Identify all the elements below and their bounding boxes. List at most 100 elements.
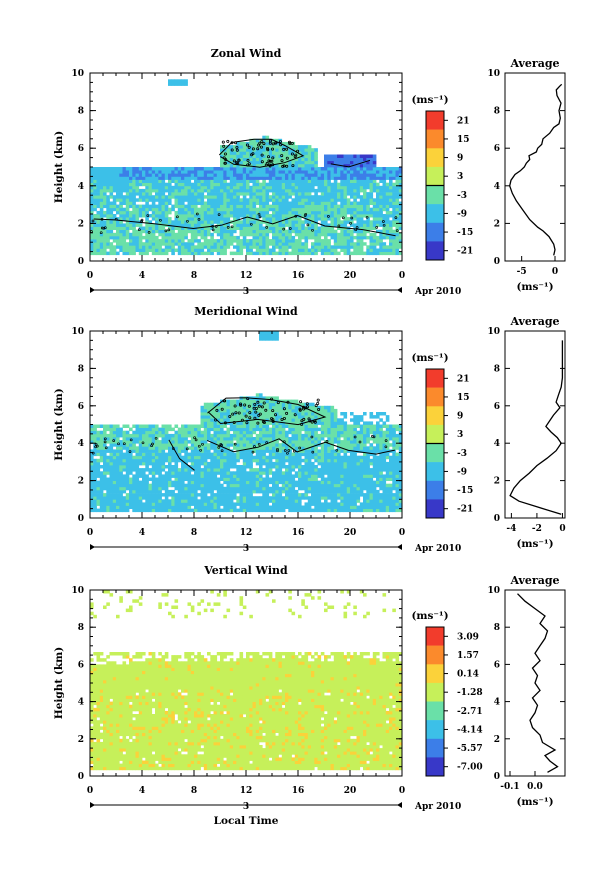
heatmap-cell xyxy=(151,229,156,234)
heatmap-cell xyxy=(236,440,240,444)
heatmap-cell xyxy=(190,251,195,256)
heatmap-cell xyxy=(155,486,159,491)
heatmap-cell xyxy=(233,508,237,513)
heatmap-cell xyxy=(119,489,123,494)
heatmap-cell xyxy=(90,198,94,202)
heatmap-cell xyxy=(359,207,364,212)
heatmap-cell xyxy=(122,185,127,190)
heatmap-cell xyxy=(194,223,198,227)
heatmap-cell xyxy=(181,443,185,447)
heatmap-cell xyxy=(194,185,198,190)
heatmap-cell xyxy=(151,223,156,227)
heatmap-cell xyxy=(259,232,263,237)
heatmap-cell xyxy=(151,502,156,506)
heatmap-cell xyxy=(155,508,159,513)
heatmap-cell xyxy=(233,154,237,158)
heatmap-cell xyxy=(187,458,192,463)
heatmap-cell xyxy=(96,223,101,227)
heatmap-cell xyxy=(103,449,107,453)
heatmap-cell xyxy=(249,173,253,177)
y-axis-label: Height (km) xyxy=(53,131,65,203)
heatmap-cell xyxy=(174,217,179,221)
contour-lines xyxy=(90,138,399,237)
heatmap-cell xyxy=(278,148,283,152)
heatmap-cell xyxy=(252,468,257,472)
heatmap-cell xyxy=(252,138,257,143)
heatmap-cell xyxy=(346,229,351,234)
heatmap-cell xyxy=(311,214,315,218)
heatmap-cell xyxy=(363,232,367,237)
heatmap-cell xyxy=(239,465,244,469)
heatmap-cell xyxy=(337,204,341,209)
heatmap-cell xyxy=(125,480,130,485)
heatmap-cell xyxy=(174,232,179,237)
heatmap-cell xyxy=(164,207,169,212)
heatmap-cell xyxy=(301,192,305,196)
heatmap-cell xyxy=(255,418,260,422)
heatmap-cell xyxy=(203,408,208,413)
heatmap-cell xyxy=(259,207,263,212)
heatmap-cell xyxy=(236,408,240,413)
heatmap-cell xyxy=(184,82,188,86)
heatmap-cell xyxy=(197,232,201,237)
heatmap-cell xyxy=(317,173,322,177)
heatmap-cell xyxy=(171,455,175,460)
heatmap-cell xyxy=(265,508,270,513)
heatmap-cell xyxy=(252,145,257,149)
heatmap-cell xyxy=(125,433,130,438)
heatmap-cell xyxy=(281,170,286,174)
heatmap-cell xyxy=(246,179,250,183)
heatmap-cell xyxy=(268,433,273,438)
heatmap-cell xyxy=(138,471,143,475)
heatmap-cell xyxy=(333,248,338,252)
heatmap-cell xyxy=(125,229,130,234)
heatmap-cell xyxy=(138,214,143,218)
contour-mark xyxy=(260,153,264,157)
heatmap-cell xyxy=(259,415,263,419)
heatmap-cell xyxy=(151,251,156,256)
heatmap-cell xyxy=(142,505,146,509)
heatmap-cell xyxy=(99,455,104,460)
heatmap-cell xyxy=(278,204,283,209)
heatmap-cell xyxy=(285,502,289,506)
heatmap-cell xyxy=(242,421,247,425)
heatmap-cell xyxy=(311,245,315,249)
heatmap-cell xyxy=(236,489,240,494)
heatmap-cell xyxy=(346,239,351,243)
heatmap-cell xyxy=(233,433,237,438)
heatmap-cell xyxy=(129,251,133,256)
heatmap-cell xyxy=(164,446,169,450)
heatmap-cell xyxy=(307,148,312,152)
heatmap-cell xyxy=(155,223,159,227)
heatmap-cell xyxy=(197,493,201,497)
heatmap-cell xyxy=(190,173,195,177)
heatmap-cell xyxy=(145,446,149,450)
heatmap-cell xyxy=(210,220,214,224)
heatmap-cell xyxy=(346,170,351,174)
heatmap-cell xyxy=(226,217,231,221)
heatmap-cell xyxy=(90,182,94,187)
heatmap-cell xyxy=(288,185,292,190)
heatmap-cell xyxy=(265,489,270,494)
heatmap-cell xyxy=(278,195,283,199)
heatmap-cell xyxy=(200,505,205,509)
heatmap-cell xyxy=(314,248,318,252)
heatmap-cell xyxy=(181,480,185,485)
heatmap-cell xyxy=(265,331,270,335)
heatmap-cell xyxy=(155,182,159,187)
heatmap-cell xyxy=(116,477,120,481)
heatmap-cell xyxy=(203,179,208,183)
heatmap-cell xyxy=(288,251,292,256)
heatmap-cell xyxy=(158,220,162,224)
heatmap-cell xyxy=(138,207,143,212)
heatmap-cell xyxy=(259,502,263,506)
heatmap-cell xyxy=(285,179,289,183)
heatmap-cell xyxy=(155,493,159,497)
heatmap-cell xyxy=(324,248,328,252)
heatmap-cell xyxy=(148,232,153,237)
heatmap-cell xyxy=(346,201,351,205)
heatmap-cell xyxy=(171,449,175,453)
heatmap-cell xyxy=(158,173,162,177)
contour-mark xyxy=(223,152,227,156)
heatmap-cell xyxy=(278,424,283,428)
